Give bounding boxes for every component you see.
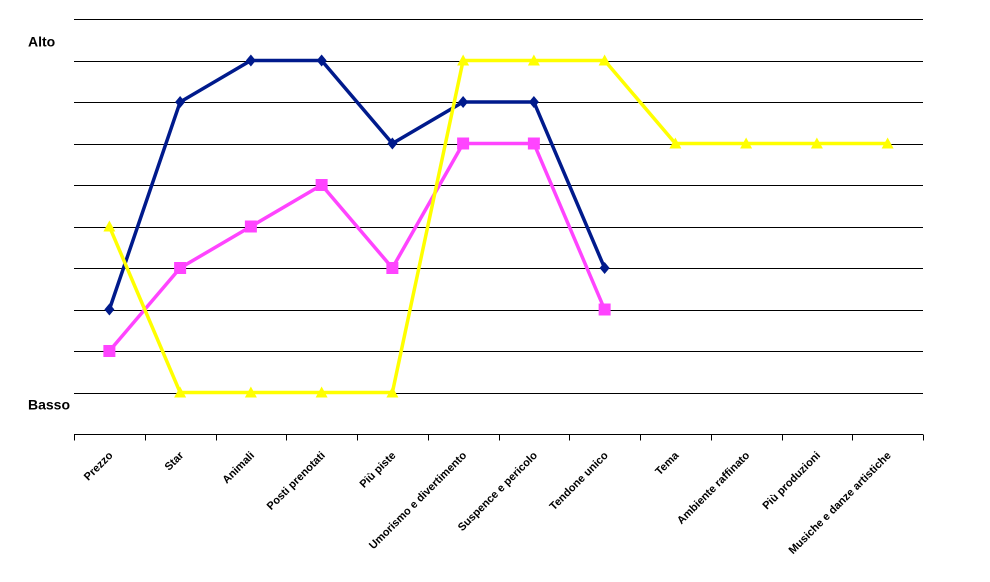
x-tick-label-7: Tendone unico	[548, 449, 611, 512]
series-1-point-3	[315, 179, 328, 191]
series-2	[103, 54, 894, 398]
series-1	[103, 137, 611, 357]
series-2-point-0	[103, 220, 116, 232]
series-2-point-7	[598, 54, 611, 66]
series-0-point-2	[245, 54, 256, 67]
series-2-point-9	[740, 137, 753, 149]
series-2-point-4	[386, 386, 399, 398]
axes	[74, 434, 924, 441]
x-tick-label-1: Star	[163, 449, 187, 473]
x-tick-label-2: Animali	[220, 450, 257, 487]
series-group	[103, 54, 894, 398]
series-2-line	[107, 58, 888, 395]
x-tick-label-0: Prezzo	[82, 449, 116, 483]
series-0	[104, 54, 610, 316]
series-0-point-0	[104, 303, 115, 316]
y-axis-bottom-label: Basso	[28, 397, 70, 413]
series-0-point-5	[458, 96, 469, 108]
series-2-point-11	[881, 137, 894, 149]
series-1-point-5	[457, 137, 470, 150]
x-tick-label-3: Posti prenotati	[265, 450, 328, 513]
series-0-point-6	[528, 96, 539, 108]
series-1-point-7	[598, 303, 611, 316]
series-0-point-1	[175, 96, 186, 108]
x-tick-label-9: Ambiente raffinato	[675, 449, 752, 526]
x-tick-label-6: Suspence e pericolo	[456, 449, 540, 533]
series-1-point-1	[174, 262, 187, 274]
series-1-point-0	[103, 345, 116, 357]
series-1-point-4	[386, 262, 399, 274]
grid-lines	[74, 19, 923, 394]
series-2-point-1	[174, 386, 187, 398]
y-axis-top-label: Alto	[28, 34, 55, 50]
series-2-point-5	[457, 54, 470, 66]
series-0-point-4	[387, 137, 398, 150]
series-2-point-8	[669, 137, 682, 149]
series-0-point-7	[599, 262, 610, 274]
series-2-point-2	[244, 386, 257, 398]
series-1-point-6	[527, 137, 540, 150]
x-axis-tick-labels: Prezzo Star Animali Posti prenotati Più pist…	[82, 449, 894, 557]
x-tick-label-10: Più produzioni	[760, 450, 823, 513]
x-tick-label-4: Più piste	[358, 450, 399, 491]
series-0-point-3	[316, 54, 327, 67]
series-2-point-10	[810, 137, 823, 149]
series-0-line	[107, 58, 607, 311]
series-1-line	[108, 141, 607, 353]
series-1-point-2	[244, 220, 257, 233]
series-2-point-6	[527, 54, 540, 66]
x-tick-label-8: Tema	[653, 449, 682, 478]
series-2-point-3	[315, 386, 328, 398]
